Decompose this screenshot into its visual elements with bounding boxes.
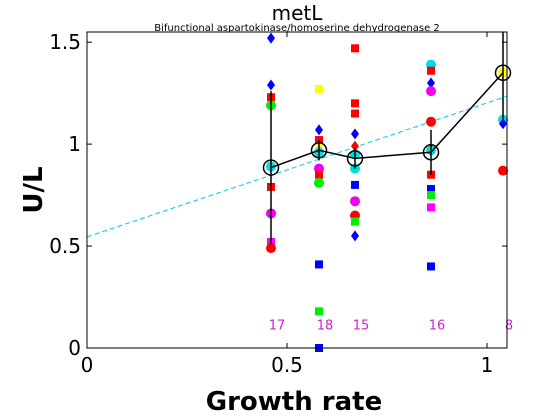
point-diamond-23 bbox=[351, 128, 359, 140]
plot-area bbox=[87, 32, 507, 348]
x-tick-label-1: 0.5 bbox=[271, 353, 303, 377]
point-square-40 bbox=[427, 191, 435, 200]
mean-line bbox=[270, 72, 504, 169]
point-circle-36 bbox=[426, 116, 436, 127]
point-diamond-1 bbox=[267, 79, 275, 91]
point-square-39 bbox=[427, 184, 435, 193]
point-square-18 bbox=[315, 307, 323, 316]
point-square-21 bbox=[351, 99, 359, 108]
point-circle-35 bbox=[426, 86, 436, 97]
sample-count-4: 8 bbox=[505, 319, 513, 334]
mean-marker-1 bbox=[310, 141, 328, 159]
sample-count-2: 15 bbox=[353, 319, 370, 334]
point-circle-16 bbox=[314, 177, 324, 188]
point-square-42 bbox=[427, 262, 435, 271]
chart-subtitle: Bifunctional aspartokinase/homoserine de… bbox=[154, 23, 440, 34]
point-square-15 bbox=[315, 170, 323, 179]
mean-marker-3 bbox=[422, 144, 440, 161]
point-square-41 bbox=[427, 203, 435, 212]
point-diamond-0 bbox=[267, 32, 275, 44]
y-tick-label-0: 0 bbox=[68, 336, 81, 360]
point-diamond-31 bbox=[351, 230, 359, 242]
fit-line bbox=[86, 95, 508, 238]
point-diamond-10 bbox=[315, 124, 323, 136]
sample-count-3: 16 bbox=[429, 319, 446, 334]
mean-marker-2 bbox=[346, 150, 364, 167]
y-tick-label-2: 1 bbox=[68, 132, 81, 156]
x-tick-label-2: 1 bbox=[481, 353, 494, 377]
point-diamond-45 bbox=[499, 118, 507, 130]
point-circle-8 bbox=[266, 243, 276, 254]
x-axis-ticks: 0 0.5 1 bbox=[81, 32, 494, 377]
point-square-27 bbox=[351, 180, 359, 189]
sample-counts-group: 17 18 15 16 8 bbox=[269, 319, 513, 334]
y-tick-label-1: 0.5 bbox=[49, 234, 81, 258]
sample-count-1: 18 bbox=[317, 319, 334, 334]
point-square-20 bbox=[351, 44, 359, 53]
point-square-9 bbox=[315, 85, 323, 94]
y-axis-ticks: 0 0.5 1 1.5 bbox=[49, 30, 507, 360]
y-tick-label-3: 1.5 bbox=[49, 30, 81, 54]
chart-title: metL bbox=[272, 1, 324, 25]
mean-marker-0 bbox=[262, 159, 280, 176]
point-circle-46 bbox=[498, 165, 508, 176]
mean-line-group bbox=[262, 64, 512, 176]
point-square-33 bbox=[427, 66, 435, 75]
point-diamond-34 bbox=[427, 77, 435, 89]
point-square-30 bbox=[351, 217, 359, 226]
plot-frame bbox=[86, 31, 508, 349]
fit-line-group bbox=[86, 95, 508, 238]
sample-count-0: 17 bbox=[269, 319, 286, 334]
x-tick-label-0: 0 bbox=[81, 353, 94, 377]
point-diamond-24 bbox=[351, 140, 359, 152]
point-circle-28 bbox=[350, 196, 360, 207]
point-square-22 bbox=[351, 109, 359, 118]
point-square-17 bbox=[315, 260, 323, 269]
mean-marker-4 bbox=[494, 64, 512, 82]
x-axis-label: Growth rate bbox=[206, 387, 382, 417]
y-axis-label: U/L bbox=[19, 166, 49, 213]
